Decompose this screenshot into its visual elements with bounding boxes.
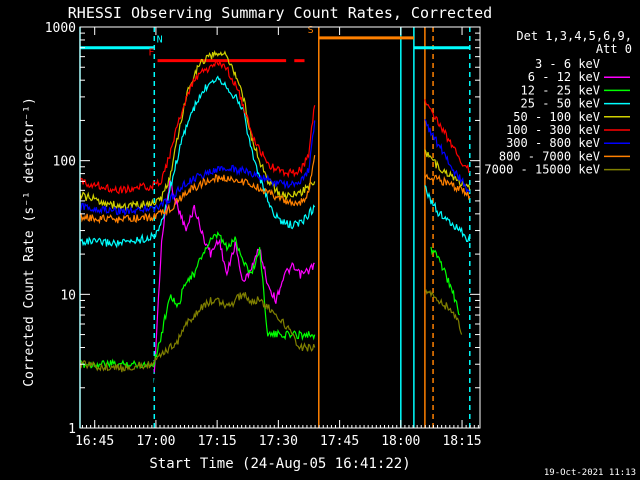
- legend-label-5: 100 - 300 keV: [506, 123, 600, 137]
- legend-header-line1: Det 1,3,4,5,6,9,: [516, 29, 632, 43]
- flag-label-1: F: [148, 48, 154, 59]
- series-line-7: [80, 155, 316, 225]
- y-tick-label-0: 1: [68, 422, 76, 437]
- y-tick-label-2: 100: [53, 155, 76, 170]
- series-line-1: [153, 179, 315, 373]
- legend-label-7: 800 - 7000 keV: [499, 149, 600, 163]
- series-line-late-4: [424, 149, 471, 191]
- x-axis-label: Start Time (24-Aug-05 16:41:22): [149, 456, 410, 472]
- chart-title: RHESSI Observing Summary Count Rates, Co…: [68, 4, 492, 22]
- series-line-3: [79, 75, 316, 249]
- footer-date: 19-Oct-2021 11:13: [544, 468, 636, 478]
- y-axis-label: Corrected Count Rate (s⁻¹ detector⁻¹): [22, 97, 37, 387]
- observing-flag-bars: NF S: [80, 25, 470, 63]
- series-line-late-2: [430, 246, 461, 316]
- x-tick-label-0: 16:45: [75, 434, 114, 449]
- series-line-late-7: [424, 173, 471, 201]
- series-line-late-8: [424, 289, 463, 335]
- legend-label-0: 3 - 6 keV: [535, 57, 600, 71]
- legend-label-3: 25 - 50 keV: [521, 97, 600, 111]
- y-tick-label-3: 1000: [45, 21, 76, 36]
- series-line-late-5: [424, 99, 470, 173]
- plot-frame: [79, 26, 481, 429]
- x-tick-label-4: 17:45: [320, 434, 359, 449]
- count-rate-series: [79, 50, 471, 384]
- flag-label-0: N: [157, 35, 163, 46]
- x-axis-ticks: 16:45 17:00 17:15 17:30 17:45 18:00 18:15: [75, 27, 482, 449]
- x-tick-label-1: 17:00: [136, 434, 175, 449]
- legend-header-line2: Att 0: [596, 42, 632, 56]
- series-line-late-3: [424, 185, 471, 242]
- legend-label-8: 7000 - 15000 keV: [484, 163, 600, 177]
- y-axis-ticks: 1 10 100 1000: [45, 21, 480, 437]
- series-line-late-6: [424, 118, 471, 194]
- legend-label-6: 300 - 800 keV: [506, 136, 600, 150]
- x-tick-label-6: 18:15: [442, 434, 481, 449]
- legend-label-4: 50 - 100 keV: [513, 110, 600, 124]
- x-tick-label-5: 18:00: [381, 434, 420, 449]
- series-line-4: [79, 50, 316, 212]
- series-line-2: [79, 230, 316, 371]
- legend-label-1: 6 - 12 keV: [528, 70, 600, 84]
- flag-label-2: S: [308, 25, 314, 36]
- legend-label-2: 12 - 25 keV: [521, 83, 600, 97]
- x-tick-label-3: 17:30: [259, 434, 298, 449]
- x-tick-label-2: 17:15: [198, 434, 237, 449]
- y-tick-label-1: 10: [60, 288, 76, 303]
- series-line-8: [79, 292, 316, 373]
- series-line-5: [79, 59, 316, 195]
- series-line-6: [79, 120, 316, 217]
